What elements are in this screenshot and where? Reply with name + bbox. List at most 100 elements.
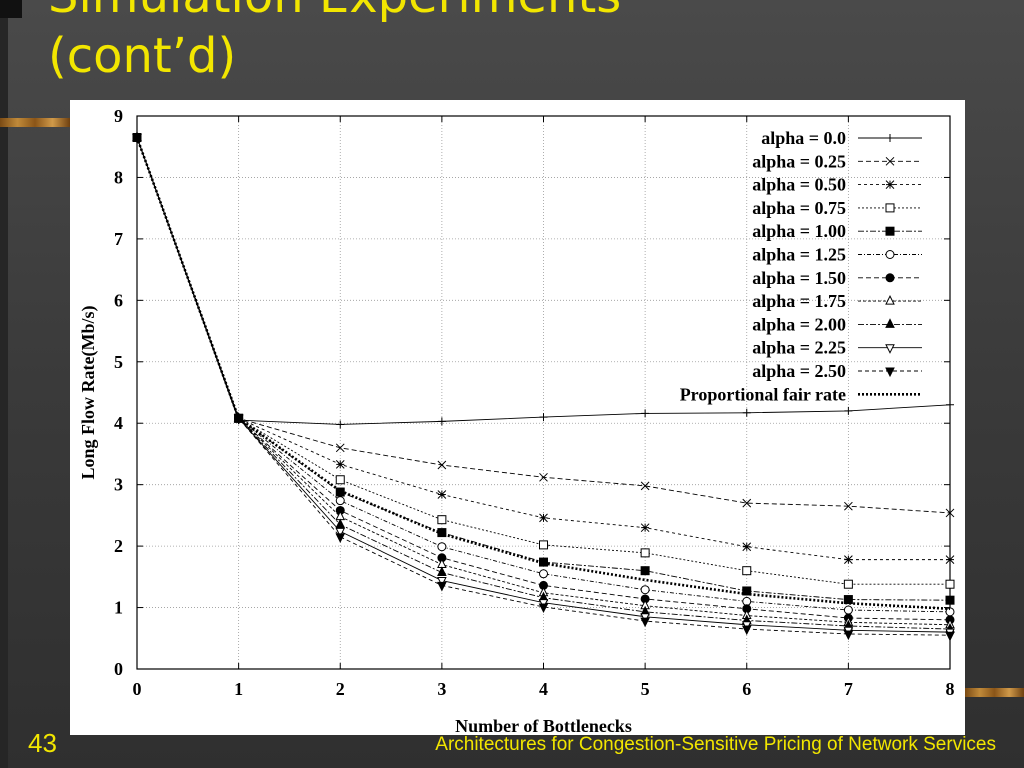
data-point-marker [885, 250, 895, 259]
data-point-marker [885, 294, 895, 305]
data-point-marker [640, 617, 650, 628]
data-point-marker [539, 413, 548, 422]
data-point-marker [742, 542, 752, 552]
data-point-marker [885, 318, 895, 328]
legend-label: alpha = 0.50 [752, 175, 846, 195]
gold-accent-bar-right [965, 688, 1024, 697]
data-point-marker [885, 156, 895, 166]
data-point-marker [640, 523, 650, 533]
y-axis-label: Long Flow Rate(Mb/s) [78, 306, 99, 480]
legend-entry-5: alpha = 1.25 [752, 245, 922, 265]
data-point-marker [437, 460, 447, 470]
data-point-marker [945, 631, 955, 642]
data-point-marker [641, 409, 650, 418]
data-point-marker [844, 501, 853, 511]
y-tick-label: 8 [114, 167, 123, 187]
legend-label: alpha = 1.00 [752, 221, 846, 241]
x-tick-label: 7 [844, 679, 853, 699]
x-tick-label: 2 [336, 679, 345, 699]
series-line [135, 137, 951, 611]
slide-number: 43 [28, 728, 57, 758]
data-point-marker [946, 400, 954, 409]
data-point-marker [945, 595, 955, 605]
data-point-marker [335, 460, 345, 469]
data-point-marker [437, 490, 447, 499]
series-line [136, 137, 951, 613]
data-point-marker [885, 273, 895, 283]
legend-label: alpha = 2.50 [752, 361, 846, 381]
data-point-marker [945, 508, 955, 518]
slide-title-line-1: Simulation Experiments [48, 0, 621, 24]
data-point-marker [844, 406, 853, 415]
left-edge-strip [0, 0, 8, 768]
series-line [136, 137, 951, 636]
data-point-marker [844, 555, 853, 564]
legend-entry-10: alpha = 2.50 [752, 361, 922, 381]
legend-label: alpha = 1.25 [752, 245, 846, 265]
x-tick-label: 3 [437, 679, 446, 699]
data-point-marker [640, 481, 650, 491]
footer-text: Architectures for Congestion-Sensitive P… [435, 734, 996, 755]
data-point-marker [539, 472, 548, 482]
legend-entry-0: alpha = 0.0 [761, 128, 922, 148]
data-point-marker [539, 540, 548, 550]
data-point-marker [885, 344, 895, 354]
data-point-marker [886, 134, 894, 142]
series-11 [135, 137, 951, 611]
data-point-marker [437, 417, 446, 426]
data-point-marker [539, 557, 548, 567]
legend-entry-6: alpha = 1.50 [752, 268, 922, 288]
legend-label: alpha = 2.00 [752, 314, 846, 334]
data-point-marker [640, 585, 650, 595]
data-point-marker [437, 581, 447, 592]
series-10 [132, 134, 955, 642]
y-tick-label: 6 [114, 290, 123, 310]
data-point-marker [885, 367, 895, 378]
series-line [136, 137, 951, 621]
data-point-marker [945, 555, 955, 564]
data-point-marker [945, 607, 955, 617]
legend-entry-7: alpha = 1.75 [752, 291, 922, 311]
legend-label: alpha = 0.75 [752, 198, 846, 218]
y-tick-label: 3 [114, 475, 123, 495]
slide-title: Simulation Experiments (cont’d) [48, 0, 621, 86]
data-point-marker [885, 180, 895, 189]
data-point-marker [437, 542, 447, 552]
legend-label: Proportional fair rate [680, 384, 846, 404]
legend-entry-1: alpha = 0.25 [752, 151, 922, 171]
y-tick-label: 4 [114, 413, 123, 433]
x-tick-label: 1 [234, 679, 243, 699]
chart-panel: 0 1 2 3 4 5 6 7 8 0 1 2 3 4 5 6 7 8 9 Number of Bottlenecks… [70, 100, 965, 736]
legend-label: alpha = 1.50 [752, 268, 846, 288]
data-point-marker [335, 443, 345, 453]
legend-entry-2: alpha = 0.50 [752, 175, 922, 195]
data-point-marker [742, 566, 752, 576]
legend-entry-11: Proportional fair rate [680, 384, 922, 404]
legend-label: alpha = 0.0 [761, 128, 846, 148]
data-point-marker [742, 498, 752, 508]
x-tick-label: 0 [133, 679, 142, 699]
data-point-marker [539, 569, 548, 579]
x-tick-label: 6 [742, 679, 751, 699]
data-point-marker [335, 487, 345, 497]
data-point-marker [742, 596, 752, 606]
series-5 [132, 133, 955, 617]
x-tick-label: 4 [539, 679, 548, 699]
y-tick-label: 2 [114, 536, 123, 556]
data-point-marker [335, 533, 346, 544]
legend-entry-4: alpha = 1.00 [752, 221, 922, 241]
legend-entry-9: alpha = 2.25 [752, 338, 922, 358]
slide-title-line-2: (cont’d) [48, 28, 237, 84]
legend-entry-8: alpha = 2.00 [752, 314, 922, 334]
data-point-marker [336, 420, 345, 429]
corner-square [0, 0, 22, 18]
data-point-marker [640, 566, 650, 576]
data-point-marker [335, 496, 345, 506]
data-point-marker [437, 566, 447, 577]
data-point-marker [538, 603, 549, 614]
data-point-marker [437, 515, 447, 525]
x-tick-label: 8 [946, 679, 955, 699]
line-chart: 0 1 2 3 4 5 6 7 8 0 1 2 3 4 5 6 7 8 9 Number of Bottlenecks… [78, 106, 955, 736]
y-tick-label: 9 [114, 106, 123, 126]
data-point-marker [640, 548, 650, 558]
